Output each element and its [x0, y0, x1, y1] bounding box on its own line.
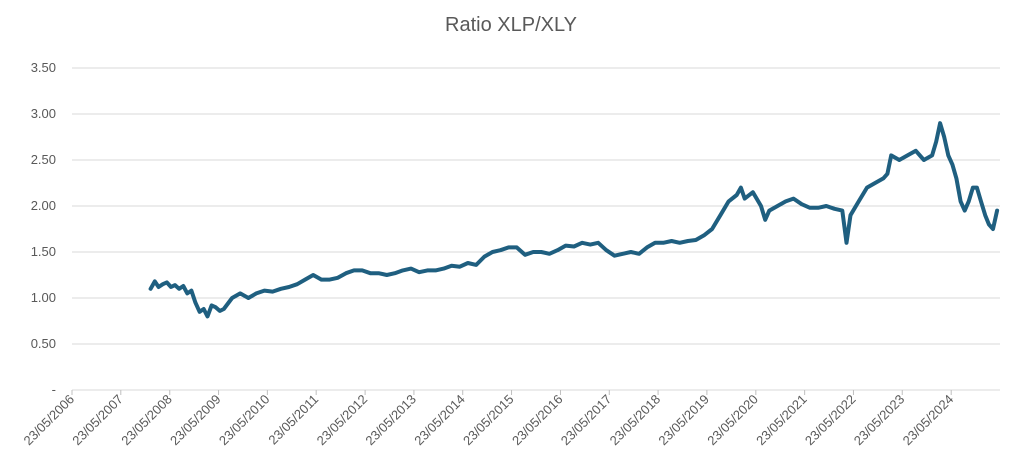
- y-tick-label: 0.50: [31, 336, 56, 351]
- x-tick-label: 23/05/2011: [265, 392, 321, 448]
- x-tick-label: 23/05/2020: [704, 392, 761, 449]
- y-tick-label: 2.00: [31, 198, 56, 213]
- x-tick-label: 23/05/2022: [802, 392, 859, 449]
- x-axis-ticks: 23/05/200623/05/200723/05/200823/05/2009…: [20, 390, 956, 448]
- x-tick-label: 23/05/2006: [20, 392, 77, 449]
- x-tick-label: 23/05/2008: [118, 392, 175, 449]
- x-tick-label: 23/05/2024: [900, 392, 957, 449]
- x-tick-label: 23/05/2019: [655, 392, 712, 449]
- series-layer: [148, 121, 1000, 319]
- chart-title: Ratio XLP/XLY: [445, 14, 577, 36]
- x-tick-label: 23/05/2013: [362, 392, 419, 449]
- y-axis-ticks: - 0.50 1.00 1.50 2.00 2.50 3.00 3.50: [31, 60, 56, 397]
- x-tick-label: 23/05/2007: [69, 392, 126, 449]
- y-tick-label: 2.50: [31, 152, 56, 167]
- x-tick-label: 23/05/2009: [167, 392, 224, 449]
- x-tick-label: 23/05/2012: [314, 392, 371, 449]
- series-line: [148, 121, 1000, 319]
- grid: [72, 67, 1000, 391]
- x-tick-label: 23/05/2021: [753, 392, 810, 449]
- x-tick-label: 23/05/2018: [607, 392, 664, 449]
- y-tick-label: 1.50: [31, 244, 56, 259]
- x-tick-label: 23/05/2023: [851, 392, 908, 449]
- y-tick-label: 3.00: [31, 106, 56, 121]
- x-tick-label: 23/05/2017: [558, 392, 615, 449]
- x-tick-label: 23/05/2014: [411, 392, 468, 449]
- y-tick-label: 1.00: [31, 290, 56, 305]
- x-tick-label: 23/05/2016: [509, 392, 566, 449]
- y-tick-label: -: [52, 382, 56, 397]
- x-tick-label: 23/05/2010: [216, 392, 273, 449]
- x-tick-label: 23/05/2015: [460, 392, 517, 449]
- y-tick-label: 3.50: [31, 60, 56, 75]
